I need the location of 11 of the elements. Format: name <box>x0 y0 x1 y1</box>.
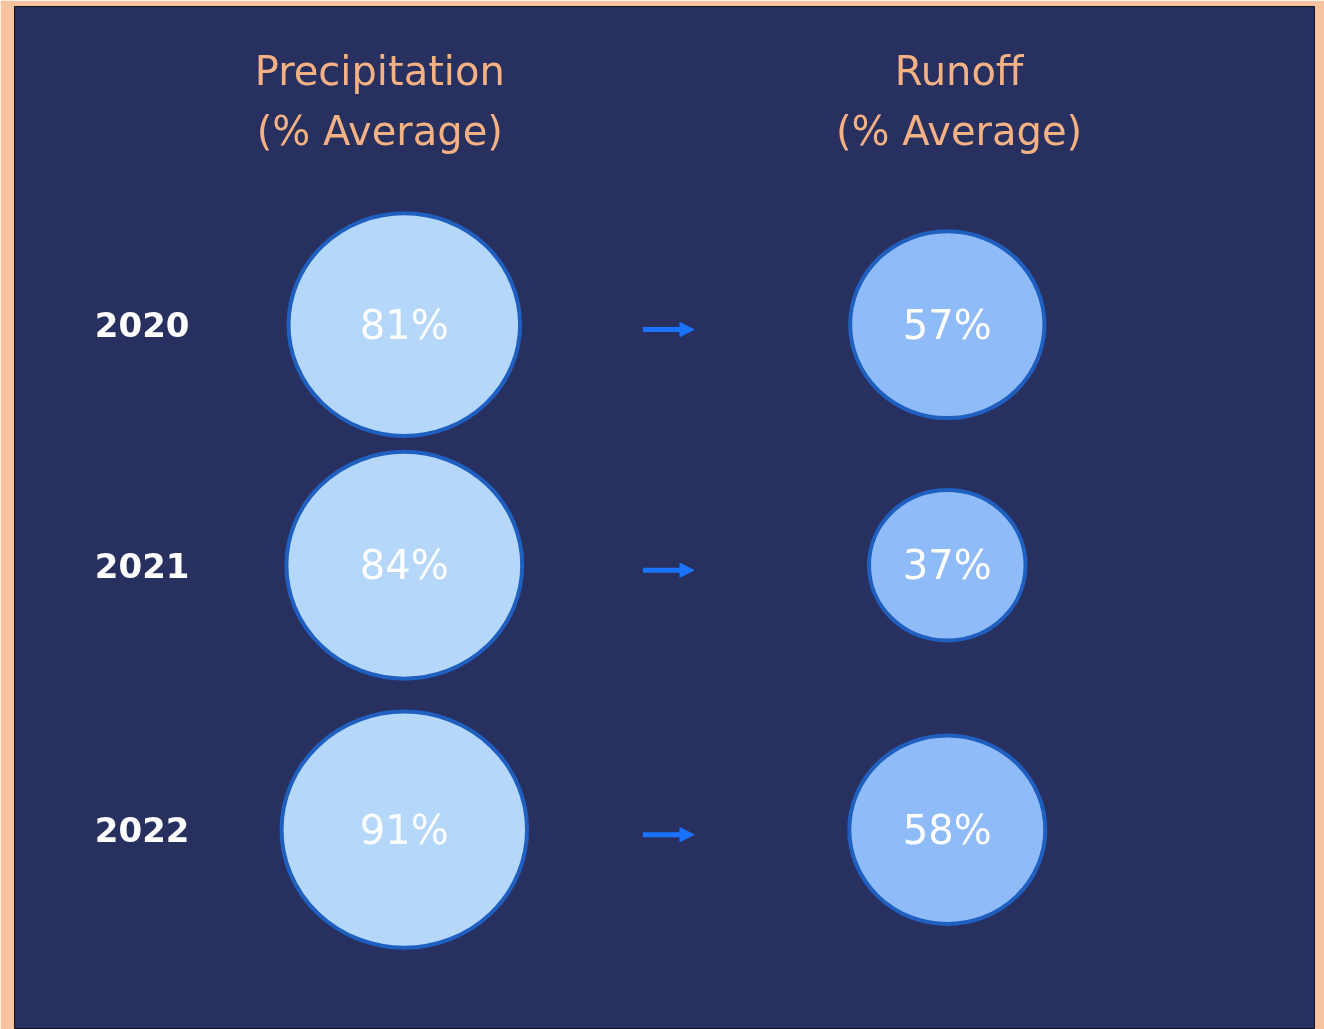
data-label: 84% <box>359 542 449 589</box>
data-label: 58% <box>902 806 992 853</box>
data-label: 57% <box>902 301 992 348</box>
category-label: 2020 <box>94 305 190 346</box>
data-label: 81% <box>359 301 449 348</box>
data-label: 37% <box>902 542 992 589</box>
category-label: 2022 <box>94 810 190 851</box>
text: Runoff (% Average) <box>835 48 1083 154</box>
data-label: 91% <box>359 806 449 853</box>
text: Precipitation (% Average) <box>254 48 505 154</box>
category-label: 2021 <box>94 545 190 586</box>
